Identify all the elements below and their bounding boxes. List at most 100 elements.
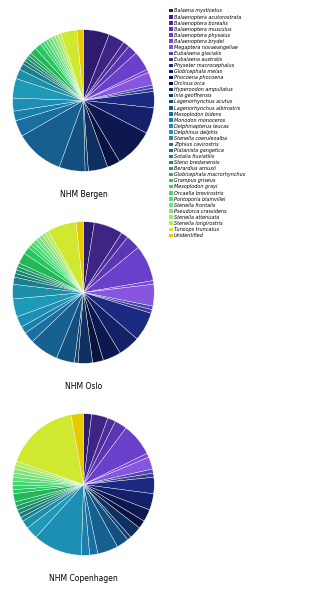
Wedge shape (83, 222, 95, 292)
Wedge shape (83, 100, 88, 171)
Wedge shape (19, 485, 83, 517)
Wedge shape (13, 481, 83, 485)
Wedge shape (15, 100, 83, 136)
Wedge shape (55, 35, 83, 100)
Wedge shape (29, 53, 83, 100)
Legend: Balaena mysticetus, Balaenoptera acutorostrata, Balaenoptera borealis, Balaenopt: Balaena mysticetus, Balaenoptera acutoro… (169, 8, 245, 238)
Wedge shape (19, 253, 83, 292)
Wedge shape (83, 284, 154, 306)
Wedge shape (43, 40, 83, 100)
Wedge shape (52, 36, 83, 100)
Wedge shape (83, 485, 150, 521)
Wedge shape (83, 485, 98, 555)
Wedge shape (74, 292, 83, 363)
Wedge shape (14, 465, 83, 485)
Wedge shape (83, 42, 129, 100)
Wedge shape (83, 53, 147, 100)
Wedge shape (18, 263, 83, 292)
Wedge shape (13, 485, 83, 490)
Wedge shape (27, 56, 83, 100)
Wedge shape (83, 233, 128, 292)
Wedge shape (83, 292, 151, 339)
Wedge shape (83, 292, 153, 310)
Wedge shape (48, 222, 83, 292)
Wedge shape (36, 485, 83, 555)
Wedge shape (83, 485, 128, 547)
Wedge shape (13, 284, 83, 299)
Wedge shape (83, 223, 122, 292)
Wedge shape (83, 485, 117, 554)
Wedge shape (83, 292, 152, 313)
Wedge shape (83, 281, 154, 292)
Wedge shape (13, 485, 83, 494)
Wedge shape (40, 42, 83, 100)
Wedge shape (83, 46, 136, 100)
Wedge shape (36, 44, 83, 100)
Wedge shape (15, 485, 83, 506)
Wedge shape (83, 414, 108, 485)
Wedge shape (83, 457, 153, 485)
Wedge shape (83, 100, 146, 161)
Wedge shape (76, 222, 83, 292)
Wedge shape (83, 248, 153, 292)
Wedge shape (49, 37, 83, 100)
Wedge shape (32, 292, 83, 358)
Wedge shape (83, 485, 139, 537)
Wedge shape (34, 239, 83, 292)
Wedge shape (83, 292, 137, 353)
Wedge shape (83, 88, 154, 100)
Wedge shape (15, 461, 83, 485)
Wedge shape (83, 91, 154, 108)
Wedge shape (83, 485, 144, 528)
Wedge shape (14, 274, 83, 292)
Wedge shape (13, 100, 83, 121)
Wedge shape (29, 245, 83, 292)
Wedge shape (77, 29, 83, 100)
Title: NHM Bergen: NHM Bergen (60, 190, 107, 199)
Wedge shape (83, 421, 126, 485)
Wedge shape (13, 477, 83, 485)
Wedge shape (78, 292, 93, 363)
Wedge shape (83, 414, 92, 485)
Wedge shape (83, 418, 116, 485)
Wedge shape (42, 233, 83, 292)
Wedge shape (83, 469, 153, 485)
Wedge shape (71, 414, 83, 485)
Wedge shape (22, 292, 83, 333)
Wedge shape (45, 231, 83, 292)
Wedge shape (83, 485, 131, 540)
Wedge shape (83, 292, 104, 363)
Wedge shape (58, 34, 83, 100)
Wedge shape (39, 235, 83, 292)
Wedge shape (15, 270, 83, 292)
Wedge shape (21, 485, 83, 521)
Wedge shape (83, 70, 148, 100)
Wedge shape (59, 100, 85, 171)
Wedge shape (31, 49, 83, 100)
Wedge shape (17, 292, 83, 327)
Wedge shape (28, 485, 83, 537)
Wedge shape (20, 64, 83, 100)
Wedge shape (13, 79, 83, 100)
Wedge shape (83, 428, 147, 485)
Wedge shape (83, 73, 153, 100)
Wedge shape (83, 100, 108, 171)
Wedge shape (36, 237, 83, 292)
Wedge shape (57, 292, 83, 363)
Wedge shape (83, 473, 154, 485)
Wedge shape (83, 477, 154, 494)
Wedge shape (13, 277, 83, 292)
Wedge shape (13, 98, 83, 111)
Wedge shape (16, 266, 83, 292)
Wedge shape (25, 58, 83, 100)
Wedge shape (83, 485, 154, 510)
Wedge shape (83, 237, 138, 292)
Wedge shape (46, 39, 83, 100)
Wedge shape (17, 415, 83, 485)
Wedge shape (83, 100, 120, 167)
Wedge shape (13, 473, 83, 485)
Wedge shape (83, 35, 124, 100)
Wedge shape (83, 454, 149, 485)
Wedge shape (31, 242, 83, 292)
Wedge shape (23, 61, 83, 100)
